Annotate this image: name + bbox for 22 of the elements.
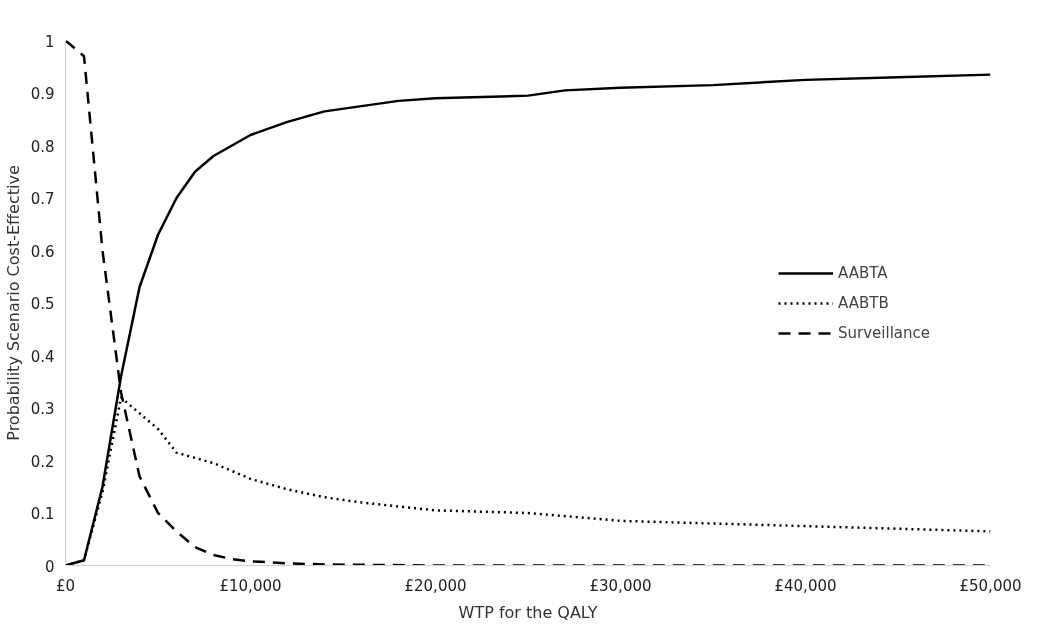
x-tick-label: £0 — [55, 576, 76, 595]
legend-label: AABTB — [838, 293, 889, 312]
x-tick-label: £20,000 — [404, 576, 467, 595]
x-tick-label: £50,000 — [959, 576, 1022, 595]
y-tick-label: 0.7 — [30, 190, 55, 208]
y-tick-label: 0.1 — [30, 505, 55, 523]
y-tick-label: 0 — [44, 557, 55, 576]
y-tick-label: 1 — [44, 32, 55, 51]
y-tick-label: 0.5 — [30, 295, 55, 313]
y-tick-label: 0.3 — [30, 400, 55, 418]
y-tick-label: 0.4 — [30, 347, 55, 366]
x-tick-label: £30,000 — [589, 576, 652, 595]
y-tick-label: 0.9 — [30, 85, 55, 103]
x-axis-title: WTP for the QALY — [458, 602, 598, 622]
x-tick-label: £10,000 — [219, 576, 282, 595]
y-tick-label: 0.2 — [30, 452, 55, 471]
y-tick-label: 0.6 — [30, 242, 55, 261]
legend-label: Surveillance — [838, 323, 930, 342]
y-axis-title: Probability Scenario Cost-Effective — [3, 165, 23, 441]
x-tick-label: £40,000 — [774, 576, 837, 595]
y-tick-label: 0.8 — [30, 137, 55, 156]
legend-label: AABTA — [838, 263, 888, 282]
